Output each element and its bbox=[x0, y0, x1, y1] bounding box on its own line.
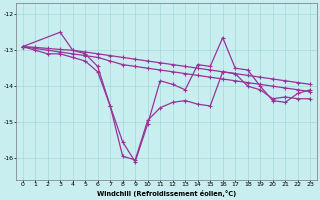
X-axis label: Windchill (Refroidissement éolien,°C): Windchill (Refroidissement éolien,°C) bbox=[97, 190, 236, 197]
